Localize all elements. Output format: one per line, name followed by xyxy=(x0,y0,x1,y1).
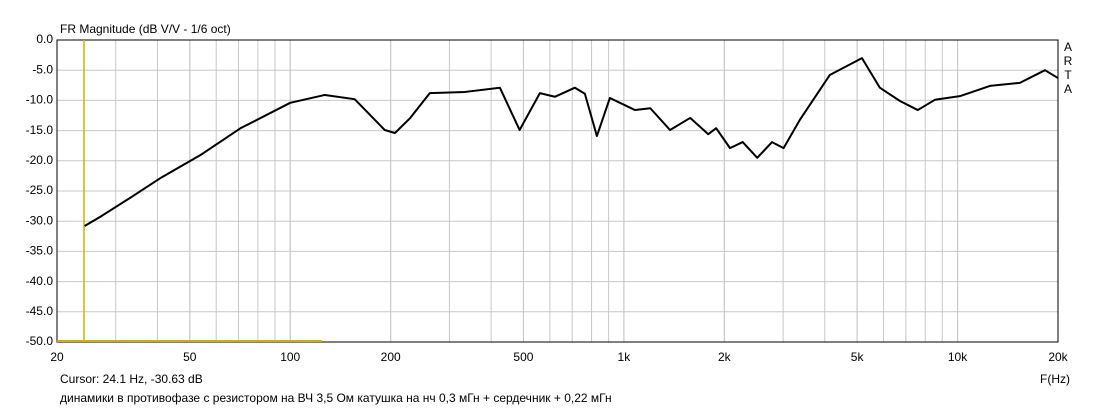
plot-frame xyxy=(56,39,1059,343)
brand-letter: A xyxy=(1064,82,1072,96)
x-tick-label: 100 xyxy=(280,350,300,364)
x-tick-label: 50 xyxy=(183,350,197,364)
brand-letter: A xyxy=(1064,40,1072,54)
y-tick-label: -40.0 xyxy=(26,274,54,288)
response-line xyxy=(84,57,1059,227)
brand-letter: T xyxy=(1064,68,1072,82)
chart-title: FR Magnitude (dB V/V - 1/6 oct) xyxy=(60,22,231,36)
x-tick-label: 500 xyxy=(513,350,533,364)
x-tick-label: 20k xyxy=(1048,350,1068,364)
x-axis-label: F(Hz) xyxy=(1040,372,1070,386)
cursor-readout: Cursor: 24.1 Hz, -30.63 dB xyxy=(60,372,203,386)
y-tick-label: -5.0 xyxy=(32,62,53,76)
brand-letter: R xyxy=(1064,54,1073,68)
x-tick-label: 2k xyxy=(718,350,732,364)
y-tick-label: -50.0 xyxy=(26,334,54,348)
x-tick-label: 1k xyxy=(618,350,632,364)
y-tick-label: -35.0 xyxy=(26,244,54,258)
y-tick-label: 0.0 xyxy=(36,32,53,46)
note: динамики в противофазе с резистором на В… xyxy=(60,391,612,405)
x-tick-label: 20 xyxy=(50,350,64,364)
y-tick-label: -20.0 xyxy=(26,153,54,167)
x-tick-label: 5k xyxy=(851,350,865,364)
x-tick-label: 200 xyxy=(381,350,401,364)
y-tick-label: -30.0 xyxy=(26,213,54,227)
y-tick-label: -25.0 xyxy=(26,183,54,197)
x-tick-label: 10k xyxy=(948,350,968,364)
y-tick-label: -45.0 xyxy=(26,304,54,318)
y-tick-label: -10.0 xyxy=(26,93,54,107)
y-tick-label: -15.0 xyxy=(26,123,54,137)
